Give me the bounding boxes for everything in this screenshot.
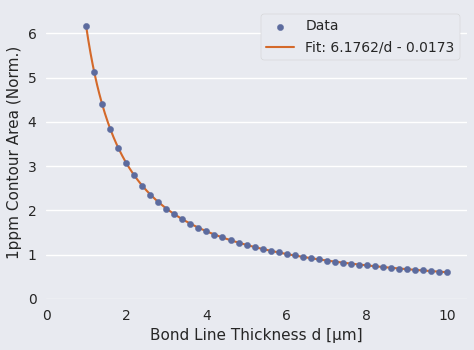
Fit: 6.1762/d - 0.0173: (5.87, 1.03): 6.1762/d - 0.0173: (5.87, 1.03) bbox=[279, 251, 284, 255]
Data bbox=[291, 253, 299, 258]
Data bbox=[99, 102, 106, 107]
Data bbox=[387, 265, 395, 271]
Data bbox=[347, 261, 355, 266]
Data bbox=[363, 262, 371, 268]
Data bbox=[299, 254, 307, 260]
Data bbox=[379, 264, 387, 270]
Data bbox=[122, 160, 130, 166]
Fit: 6.1762/d - 0.0173: (5.27, 1.15): 6.1762/d - 0.0173: (5.27, 1.15) bbox=[255, 246, 260, 250]
Data bbox=[419, 268, 427, 273]
Legend: Data, Fit: 6.1762/d - 0.0173: Data, Fit: 6.1762/d - 0.0173 bbox=[261, 14, 460, 60]
Data bbox=[179, 216, 186, 222]
Data bbox=[259, 246, 266, 252]
Data bbox=[210, 232, 218, 237]
Fit: 6.1762/d - 0.0173: (1, 6.16): 6.1762/d - 0.0173: (1, 6.16) bbox=[83, 25, 89, 29]
Data bbox=[195, 225, 202, 231]
Data bbox=[171, 211, 178, 217]
Y-axis label: 1ppm Contour Area (Norm.): 1ppm Contour Area (Norm.) bbox=[7, 46, 22, 259]
Data bbox=[275, 250, 283, 255]
Data bbox=[130, 173, 138, 178]
Line: Fit: 6.1762/d - 0.0173: Fit: 6.1762/d - 0.0173 bbox=[86, 27, 447, 272]
Data bbox=[403, 266, 410, 272]
Data bbox=[435, 269, 443, 274]
Data bbox=[138, 183, 146, 189]
Data bbox=[331, 259, 338, 264]
Data bbox=[219, 235, 226, 240]
Data bbox=[155, 199, 162, 205]
Data bbox=[371, 264, 379, 269]
Data bbox=[235, 240, 242, 245]
Fit: 6.1762/d - 0.0173: (8.38, 0.72): 6.1762/d - 0.0173: (8.38, 0.72) bbox=[379, 265, 385, 269]
Data bbox=[82, 24, 90, 29]
Data bbox=[267, 248, 274, 254]
Data bbox=[187, 221, 194, 226]
Data bbox=[114, 145, 122, 150]
Data bbox=[323, 258, 330, 263]
Data bbox=[443, 270, 451, 275]
Data bbox=[283, 251, 291, 257]
Data bbox=[307, 256, 314, 261]
Fit: 6.1762/d - 0.0173: (10, 0.6): 6.1762/d - 0.0173: (10, 0.6) bbox=[444, 270, 450, 274]
Data bbox=[315, 257, 322, 262]
X-axis label: Bond Line Thickness d [μm]: Bond Line Thickness d [μm] bbox=[150, 328, 363, 343]
Data bbox=[107, 126, 114, 132]
Data bbox=[203, 229, 210, 234]
Fit: 6.1762/d - 0.0173: (5.33, 1.14): 6.1762/d - 0.0173: (5.33, 1.14) bbox=[257, 246, 263, 250]
Data bbox=[227, 237, 234, 243]
Data bbox=[411, 267, 419, 273]
Data bbox=[146, 192, 154, 197]
Data bbox=[339, 260, 346, 265]
Data bbox=[243, 242, 250, 248]
Data bbox=[91, 69, 98, 75]
Data bbox=[395, 266, 403, 271]
Data bbox=[355, 262, 363, 267]
Fit: 6.1762/d - 0.0173: (9.78, 0.614): 6.1762/d - 0.0173: (9.78, 0.614) bbox=[436, 270, 441, 274]
Fit: 6.1762/d - 0.0173: (6.36, 0.954): 6.1762/d - 0.0173: (6.36, 0.954) bbox=[298, 254, 304, 259]
Data bbox=[163, 206, 170, 211]
Data bbox=[251, 244, 258, 250]
Data bbox=[427, 268, 435, 274]
